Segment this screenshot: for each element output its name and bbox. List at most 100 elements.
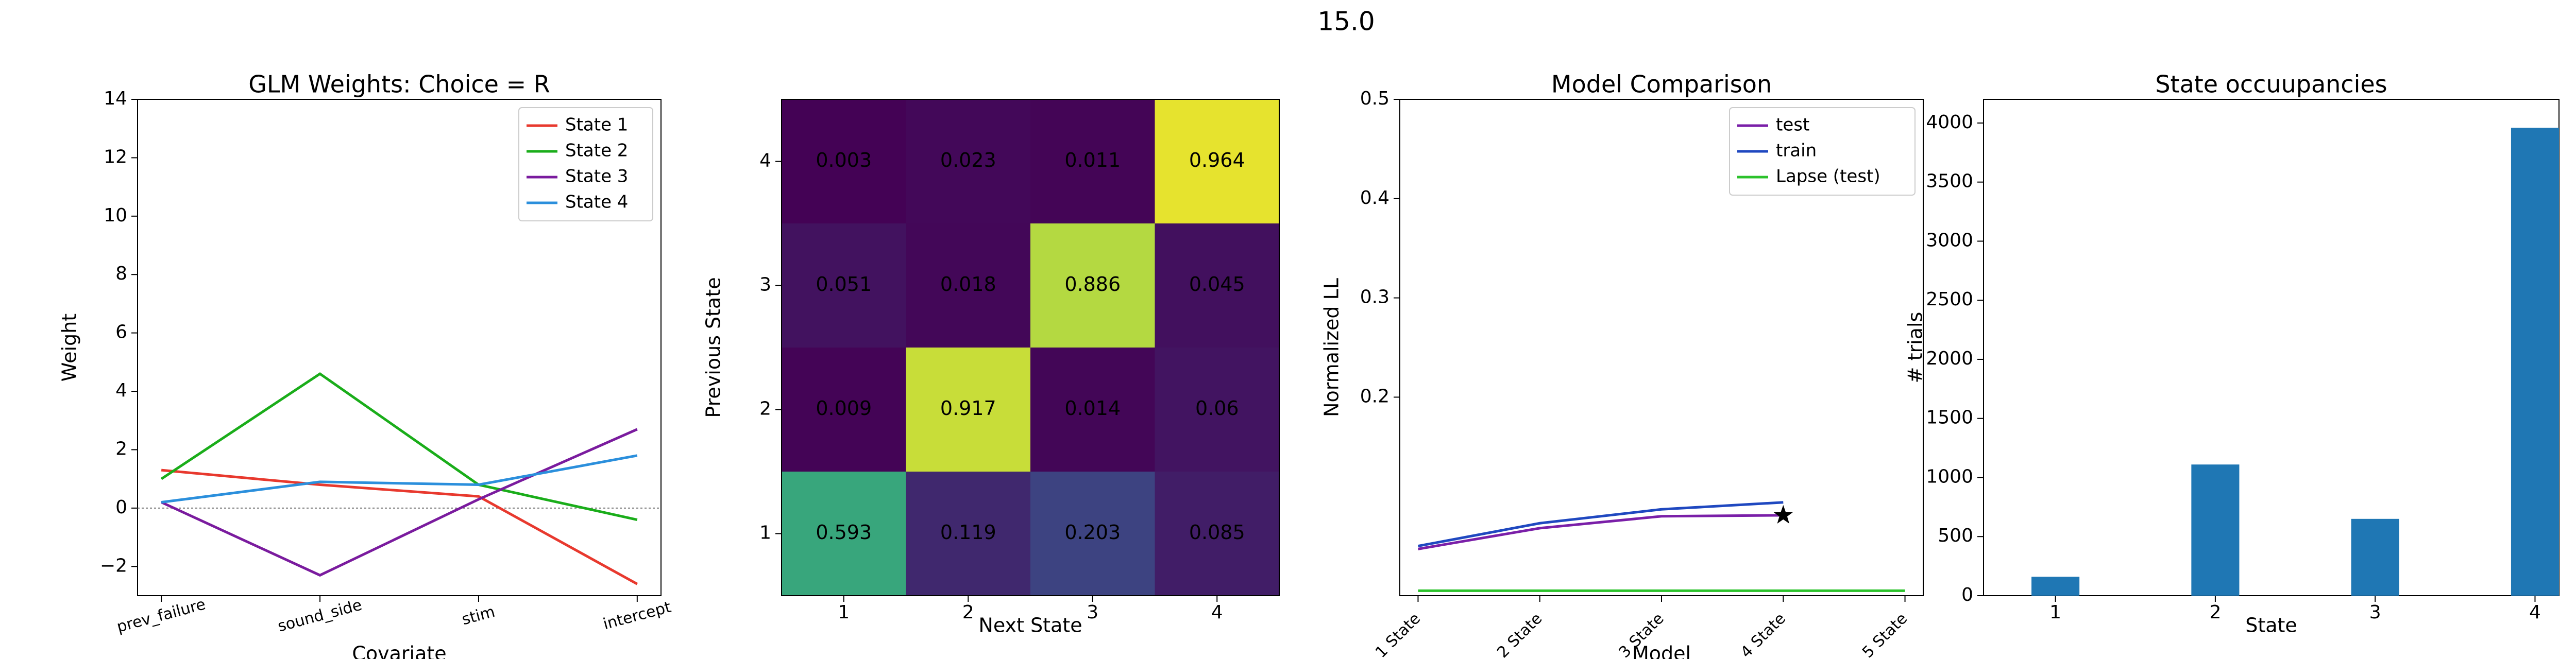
series-line	[161, 428, 638, 577]
x-axis-label: Next State	[978, 614, 1082, 637]
y-axis-label: # trials	[1904, 312, 1927, 384]
y-tick-label: 1500	[1926, 407, 1973, 428]
heatmap-cell	[782, 99, 906, 223]
x-tick-label: 3	[2369, 602, 2381, 623]
y-tick-label: 8	[115, 263, 127, 284]
cell-label: 0.085	[1189, 521, 1245, 544]
x-axis-label: Model	[1632, 643, 1691, 659]
cell-label: 0.014	[1064, 397, 1121, 420]
y-tick-label: 0.3	[1360, 287, 1389, 308]
heatmap-cell	[906, 348, 1030, 472]
y-tick-label: 2500	[1926, 289, 1973, 310]
heatmap-cell	[1155, 472, 1279, 596]
y-tick-label: 2000	[1926, 348, 1973, 369]
chart-title: Model Comparison	[1551, 71, 1772, 98]
legend-box	[518, 107, 653, 221]
x-tick-label: stim	[460, 603, 497, 629]
cell-label: 0.593	[816, 521, 872, 544]
x-axis-label: Covariate	[352, 643, 446, 659]
cell-label: 0.119	[940, 521, 996, 544]
cell-label: 0.045	[1189, 273, 1245, 296]
y-tick-label: 3500	[1926, 171, 1973, 192]
heatmap-cell	[906, 99, 1030, 223]
cell-label: 0.011	[1064, 149, 1121, 171]
y-tick-label: 14	[104, 88, 127, 109]
heatmap-cell	[1030, 99, 1155, 223]
legend-label: test	[1776, 115, 1809, 135]
legend-label: State 3	[565, 166, 628, 187]
cell-label: 0.06	[1195, 397, 1239, 420]
bar	[2191, 464, 2240, 596]
y-tick-label: 2	[115, 438, 127, 459]
series-line	[160, 372, 638, 522]
heatmap-cell	[906, 472, 1030, 596]
y-tick-label: 10	[104, 205, 127, 226]
y-tick-label: 4	[115, 380, 127, 401]
cell-label: 0.018	[940, 273, 996, 296]
heatmap-cell	[1155, 99, 1279, 223]
y-tick-label: 0.2	[1360, 386, 1389, 407]
heatmap-cell	[1030, 348, 1155, 472]
series-line	[1418, 514, 1784, 550]
legend-label: State 4	[565, 192, 628, 213]
x-axis-label: State	[2245, 614, 2297, 637]
cell-label: 0.051	[816, 273, 872, 296]
x-tick-label: 1 State	[1372, 610, 1424, 659]
y-tick-label: 3000	[1926, 230, 1973, 251]
y-tick-label: 2	[759, 398, 771, 420]
y-axis-label: Weight	[58, 314, 81, 381]
series-line	[1417, 501, 1784, 548]
x-tick-label: 2	[962, 602, 974, 623]
cell-label: 0.203	[1064, 521, 1121, 544]
chart-title: State occuupancies	[2155, 71, 2387, 98]
y-axis-label: Previous State	[702, 277, 725, 418]
bar	[2351, 518, 2399, 596]
x-tick-label: 4	[1211, 602, 1223, 623]
chart-title: GLM Weights: Choice = R	[248, 71, 550, 98]
y-tick-label: 4000	[1926, 112, 1973, 133]
heatmap-cell	[782, 348, 906, 472]
legend-label: State 2	[565, 141, 628, 161]
x-tick-label: 4 State	[1737, 610, 1789, 659]
suptitle: 15.0	[1317, 7, 1375, 37]
legend-box	[1729, 107, 1916, 196]
y-tick-label: 4	[759, 150, 771, 171]
plot-frame	[781, 99, 1280, 596]
x-tick-label: 2	[2209, 602, 2221, 623]
x-tick-label: 1	[838, 602, 850, 623]
y-tick-label: 1	[759, 523, 771, 544]
y-tick-label: 1000	[1926, 466, 1973, 487]
heatmap-cell	[1030, 223, 1155, 348]
y-tick-label: 0	[115, 497, 127, 518]
heatmap-cell	[1030, 472, 1155, 596]
y-tick-label: 6	[115, 322, 127, 343]
heatmap-cell	[782, 472, 906, 596]
heatmap-cell	[1155, 348, 1279, 472]
x-tick-label: intercept	[601, 598, 673, 634]
x-tick-label: 1	[2049, 602, 2061, 623]
y-tick-label: −2	[100, 555, 127, 576]
x-tick-label: 3	[1087, 602, 1098, 623]
series-line	[161, 454, 638, 504]
y-tick-label: 0.4	[1360, 187, 1389, 209]
y-tick-label: 0.5	[1360, 88, 1389, 109]
series-line	[161, 469, 638, 585]
legend-label: State 1	[565, 115, 628, 135]
y-tick-label: 3	[759, 274, 771, 296]
bar	[2031, 577, 2080, 596]
x-tick-label: 5 State	[1859, 610, 1911, 659]
y-tick-label: 0	[1961, 584, 1973, 605]
legend-label: Lapse (test)	[1776, 166, 1880, 187]
x-tick-label: 4	[2529, 602, 2541, 623]
cell-label: 0.009	[816, 397, 872, 420]
legend-label: train	[1776, 141, 1817, 161]
x-tick-label: 2 State	[1494, 610, 1546, 659]
cell-label: 0.023	[940, 149, 996, 171]
heatmap-cell	[1155, 223, 1279, 348]
cell-label: 0.003	[816, 149, 872, 171]
heatmap-cell	[782, 223, 906, 348]
plot-frame	[1983, 99, 2560, 596]
x-tick-label: sound_side	[276, 596, 364, 635]
cell-label: 0.917	[940, 397, 996, 420]
